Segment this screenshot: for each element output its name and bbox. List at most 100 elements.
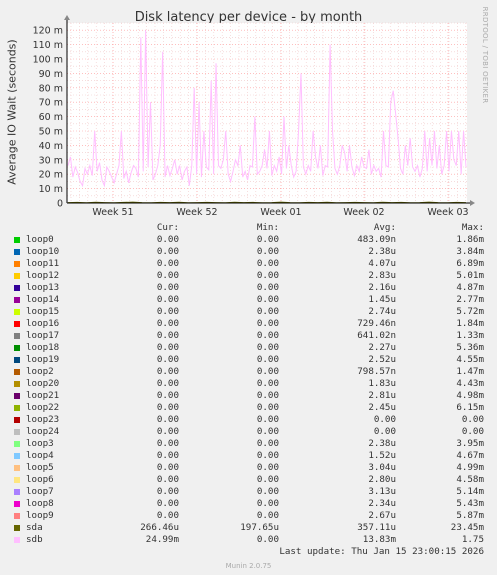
legend-swatch: [14, 501, 20, 507]
legend-min: 0.00: [256, 534, 279, 545]
legend-min: 0.00: [256, 498, 279, 509]
legend-max: 2.77m: [456, 294, 484, 305]
x-tick-label: Week 02: [343, 207, 384, 218]
legend-name: loop8: [26, 498, 54, 509]
legend-name: loop22: [26, 402, 60, 413]
legend-row-loop19: loop19 0.00 0.00 2.52u 4.55m: [0, 354, 497, 366]
legend-cur: 0.00: [156, 306, 179, 317]
legend-row-loop2: loop2 0.00 0.00 798.57n 1.47m: [0, 366, 497, 378]
legend-swatch: [14, 441, 20, 447]
legend-swatch: [14, 261, 20, 267]
legend-min: 0.00: [256, 426, 279, 437]
legend-avg: 729.46n: [357, 318, 396, 329]
y-tick-label: 0: [57, 199, 63, 210]
legend-swatch: [14, 489, 20, 495]
legend-row-loop12: loop12 0.00 0.00 2.83u 5.01m: [0, 270, 497, 282]
legend-name: loop2: [26, 366, 54, 377]
legend-min: 0.00: [256, 246, 279, 257]
legend-max: 4.98m: [456, 390, 484, 401]
legend-cur: 0.00: [156, 426, 179, 437]
legend-max: 0.00: [461, 414, 484, 425]
legend-swatch: [14, 393, 20, 399]
legend-max: 23.45m: [450, 522, 484, 533]
legend-cur: 24.99m: [145, 534, 179, 545]
legend-min: 0.00: [256, 234, 279, 245]
legend-row-sda: sda 266.46u 197.65u 357.11u 23.45m: [0, 522, 497, 534]
legend-name: loop18: [26, 342, 60, 353]
legend-avg: 2.52u: [368, 354, 396, 365]
chart-plot: 0 10 m 20 m 30 m 40 m 50 m 60 m 70 m 80 m 90 m 100…: [33, 15, 475, 218]
legend-name: loop13: [26, 282, 60, 293]
legend-swatch: [14, 417, 20, 423]
legend-min: 0.00: [256, 486, 279, 497]
legend-name: loop3: [26, 438, 54, 449]
legend-avg: 641.02n: [357, 330, 396, 341]
legend-row-sdb: sdb 24.99m 0.00 13.83m 1.75: [0, 534, 497, 546]
legend-min: 0.00: [256, 342, 279, 353]
y-tick-label: 40 m: [39, 141, 63, 152]
legend-cur: 0.00: [156, 366, 179, 377]
legend-swatch: [14, 273, 20, 279]
legend-row-loop15: loop15 0.00 0.00 2.74u 5.72m: [0, 306, 497, 318]
legend-avg: 2.38u: [368, 246, 396, 257]
legend-name: loop16: [26, 318, 60, 329]
y-tick-label: 10 m: [39, 184, 63, 195]
legend-max: 5.01m: [456, 270, 484, 281]
legend-min: 0.00: [256, 462, 279, 473]
legend-min: 0.00: [256, 414, 279, 425]
legend-swatch: [14, 381, 20, 387]
legend-swatch: [14, 249, 20, 255]
x-tick-label: Week 51: [92, 207, 133, 218]
legend-cur: 0.00: [156, 330, 179, 341]
legend-avg: 483.09n: [357, 234, 396, 245]
legend-avg: 1.83u: [368, 378, 396, 389]
y-tick-label: 20 m: [39, 170, 63, 181]
legend-name: loop12: [26, 270, 60, 281]
legend-row-loop0: loop0 0.00 0.00 483.09n 1.86m: [0, 234, 497, 246]
legend-name: loop10: [26, 246, 60, 257]
header-max: Max:: [461, 222, 484, 233]
legend-max: 4.99m: [456, 462, 484, 473]
legend-swatch: [14, 405, 20, 411]
plot-area: [67, 23, 467, 203]
legend-name: loop24: [26, 426, 60, 437]
legend-row-loop5: loop5 0.00 0.00 3.04u 4.99m: [0, 462, 497, 474]
legend-name: loop21: [26, 390, 60, 401]
legend-min: 0.00: [256, 354, 279, 365]
legend-name: loop9: [26, 510, 54, 521]
legend-row-loop10: loop10 0.00 0.00 2.38u 3.84m: [0, 246, 497, 258]
legend-max: 5.72m: [456, 306, 484, 317]
legend-cur: 0.00: [156, 342, 179, 353]
legend-min: 0.00: [256, 510, 279, 521]
legend-cur: 0.00: [156, 378, 179, 389]
legend-avg: 2.16u: [368, 282, 396, 293]
legend-avg: 2.80u: [368, 474, 396, 485]
legend-max: 1.47m: [456, 366, 484, 377]
legend-avg: 13.83m: [362, 534, 396, 545]
legend-min: 0.00: [256, 318, 279, 329]
header-min: Min:: [256, 222, 279, 233]
legend-cur: 0.00: [156, 486, 179, 497]
legend-swatch: [14, 321, 20, 327]
legend-min: 0.00: [256, 294, 279, 305]
legend-max: 4.67m: [456, 450, 484, 461]
legend-avg: 2.74u: [368, 306, 396, 317]
legend-max: 6.15m: [456, 402, 484, 413]
legend-max: 3.84m: [456, 246, 484, 257]
legend-min: 0.00: [256, 330, 279, 341]
legend-row-loop13: loop13 0.00 0.00 2.16u 4.87m: [0, 282, 497, 294]
legend-min: 0.00: [256, 366, 279, 377]
legend-max: 1.33m: [456, 330, 484, 341]
legend-min: 0.00: [256, 378, 279, 389]
legend-cur: 0.00: [156, 498, 179, 509]
legend-max: 6.89m: [456, 258, 484, 269]
legend-min: 197.65u: [240, 522, 279, 533]
legend-name: loop23: [26, 414, 60, 425]
y-tick-label: 70 m: [39, 98, 63, 109]
legend-row-loop18: loop18 0.00 0.00 2.27u 5.36m: [0, 342, 497, 354]
x-tick-label: Week 52: [176, 207, 217, 218]
y-tick-label: 90 m: [39, 69, 63, 80]
legend-max: 5.14m: [456, 486, 484, 497]
legend-max: 3.95m: [456, 438, 484, 449]
legend-swatch: [14, 513, 20, 519]
